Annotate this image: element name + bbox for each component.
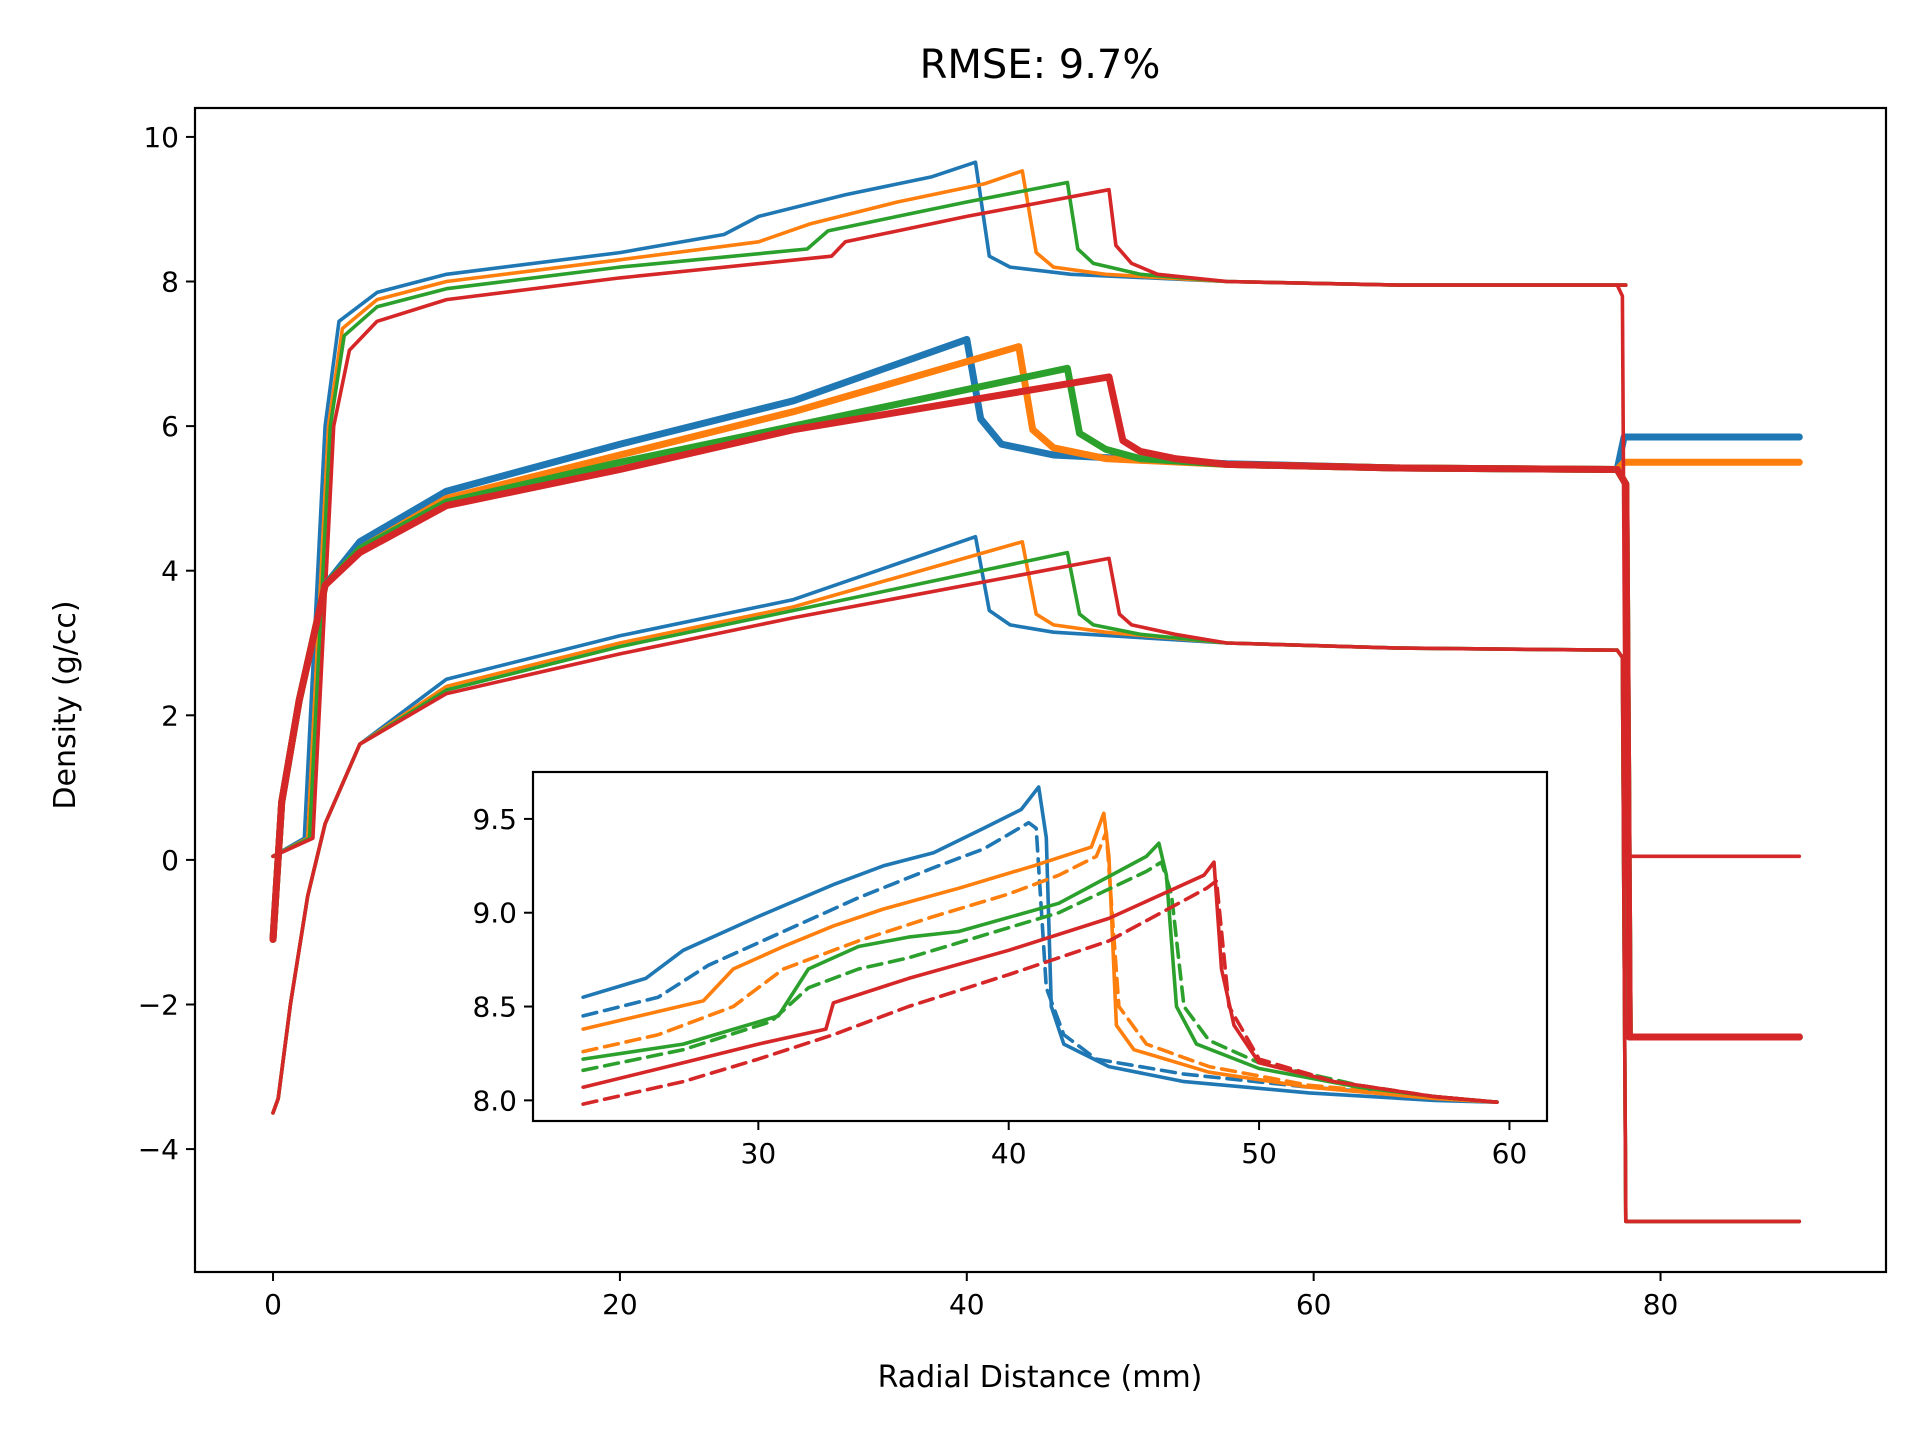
main-y-tick-label: 10 — [143, 121, 179, 154]
inset-plot-frame — [531, 770, 1549, 1123]
main-y-tick-label: 2 — [161, 699, 179, 732]
inset-background — [533, 772, 1547, 1121]
main-series-red-line — [271, 556, 1619, 1115]
main-x-tick-label: 20 — [602, 1288, 638, 1321]
main-series-red-line — [271, 187, 1628, 859]
inset-y-tick-label: 8.5 — [472, 991, 517, 1024]
main-x-tick-label: 40 — [949, 1288, 985, 1321]
main-series-group — [269, 160, 1803, 1224]
main-y-tick-label: 4 — [161, 555, 179, 588]
inset-x-tick-label: 30 — [741, 1137, 777, 1170]
inset-series-red-solid-line — [581, 860, 1499, 1104]
y-axis-label: Density (g/cc) — [48, 600, 83, 809]
main-series-blue-line — [271, 160, 1628, 859]
inset-plot-area: 30 40 50 60 8.0 8.5 9.0 9.5 — [472, 770, 1549, 1170]
chart-title: RMSE: 9.7% — [920, 42, 1161, 88]
inset-x-tick-label: 40 — [991, 1137, 1027, 1170]
inset-y-tick-label: 8.0 — [472, 1084, 517, 1117]
main-series-orange-line — [271, 169, 1628, 859]
main-series-green-line — [271, 180, 1628, 859]
main-series-tail-line — [1613, 466, 1803, 1041]
main-y-tick-label: 0 — [161, 844, 179, 877]
x-axis-label: Radial Distance (mm) — [878, 1360, 1203, 1395]
main-y-tick-label: −4 — [138, 1133, 179, 1166]
inset-series-orange-dashed-line — [581, 830, 1499, 1104]
inset-y-tick-label: 9.5 — [472, 803, 517, 836]
main-y-tick-label: 8 — [161, 266, 179, 299]
main-series-tail-line — [1615, 648, 1802, 1224]
inset-x-tick-label: 60 — [1492, 1137, 1528, 1170]
main-plot-frame — [193, 106, 1888, 1274]
inset-series-blue-dashed-line — [581, 820, 1499, 1104]
main-series-red-line — [269, 373, 1621, 943]
main-x-tick-label: 60 — [1296, 1288, 1332, 1321]
main-x-tick-label: 80 — [1643, 1288, 1679, 1321]
main-x-tick-label: 0 — [264, 1288, 282, 1321]
inset-series-green-dashed-line — [581, 860, 1499, 1104]
inset-x-tick-label: 50 — [1241, 1137, 1277, 1170]
main-y-tick-label: 6 — [161, 410, 179, 443]
main-y-tick-label: −2 — [138, 988, 179, 1021]
inset-y-tick-label: 9.0 — [472, 897, 517, 930]
inset-series-orange-solid-line — [581, 811, 1499, 1104]
inset-series-group — [581, 785, 1499, 1106]
inset-series-red-dashed-line — [581, 879, 1499, 1106]
main-series-red-line — [1615, 283, 1802, 859]
inset-series-green-solid-line — [581, 841, 1499, 1104]
inset-series-blue-solid-line — [581, 785, 1499, 1104]
